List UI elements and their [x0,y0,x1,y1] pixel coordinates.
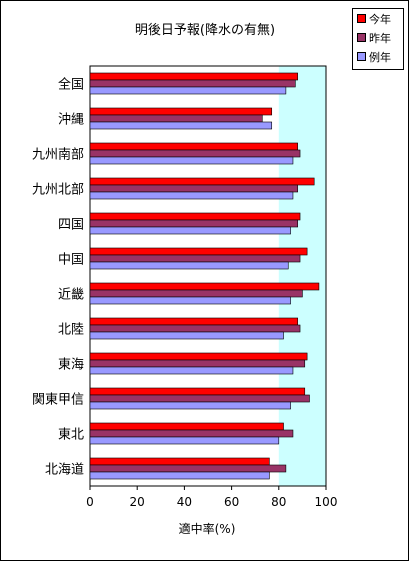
bar-今年-九州南部 [89,142,298,151]
bar-今年-沖縄 [89,107,273,116]
bar-昨年-東海 [89,359,306,368]
bar-今年-全国 [89,72,298,81]
legend-item: 今年 [357,13,391,27]
bar-例年-九州南部 [89,156,294,165]
bar-今年-北陸 [89,317,298,326]
bar-昨年-中国 [89,254,301,263]
bar-例年-東海 [89,366,294,375]
category-label: 九州南部 [32,147,84,163]
category-label: 北海道 [45,463,84,478]
category-label: 関東甲信 [32,392,84,408]
bar-昨年-東北 [89,429,294,438]
bar-今年-九州北部 [89,177,315,186]
bar-昨年-関東甲信 [89,394,310,403]
bar-今年-北海道 [89,457,270,466]
chart-title: 明後日予報(降水の有無) [135,23,275,38]
legend-label: 昨年 [369,32,391,45]
bar-例年-東北 [89,436,280,445]
bar-例年-北陸 [89,331,284,340]
plot-area [89,65,327,487]
bar-昨年-九州南部 [89,149,301,158]
category-label: 北陸 [58,322,84,338]
bar-昨年-全国 [89,79,296,88]
bar-例年-九州北部 [89,191,294,200]
category-label: 沖縄 [58,113,84,128]
bar-例年-四国 [89,226,291,235]
category-label: 中国 [58,253,84,268]
bar-昨年-北陸 [89,324,301,333]
legend-swatch [357,14,366,23]
category-label: 全国 [58,77,84,93]
legend-item: 例年 [357,51,391,65]
x-tick-label: 40 [177,495,192,509]
bar-例年-近畿 [89,296,291,305]
bar-昨年-近畿 [89,289,303,298]
legend-label: 例年 [369,51,391,64]
x-tick-label: 80 [271,495,286,509]
legend-swatch [357,52,366,61]
bar-昨年-四国 [89,219,298,228]
bar-今年-東北 [89,422,284,431]
x-axis-title: 適中率(%) [179,521,236,536]
bar-例年-関東甲信 [89,401,291,410]
bar-今年-関東甲信 [89,387,306,396]
bar-今年-中国 [89,247,308,256]
category-label: 四国 [58,218,84,233]
x-tick-label: 20 [130,495,145,509]
category-label: 東海 [58,357,84,373]
category-label: 九州北部 [32,183,84,198]
legend: 今年 昨年 例年 [352,8,404,70]
bar-昨年-九州北部 [89,184,298,193]
x-tick-label: 100 [315,495,338,509]
category-label: 近畿 [58,288,84,303]
bar-今年-近畿 [89,282,320,291]
bar-例年-北海道 [89,471,270,480]
bar-例年-中国 [89,261,289,270]
legend-swatch [357,33,366,42]
legend-label: 今年 [369,13,391,26]
highlight-band [278,66,326,486]
bar-今年-四国 [89,212,301,221]
x-tick-label: 0 [86,495,94,509]
bar-昨年-沖縄 [89,114,263,123]
bar-今年-東海 [89,352,308,361]
category-label: 東北 [58,427,84,443]
bar-昨年-北海道 [89,464,287,473]
legend-item: 昨年 [357,32,391,46]
bar-例年-全国 [89,86,287,95]
x-tick-label: 60 [224,495,239,509]
bar-例年-沖縄 [89,121,273,130]
